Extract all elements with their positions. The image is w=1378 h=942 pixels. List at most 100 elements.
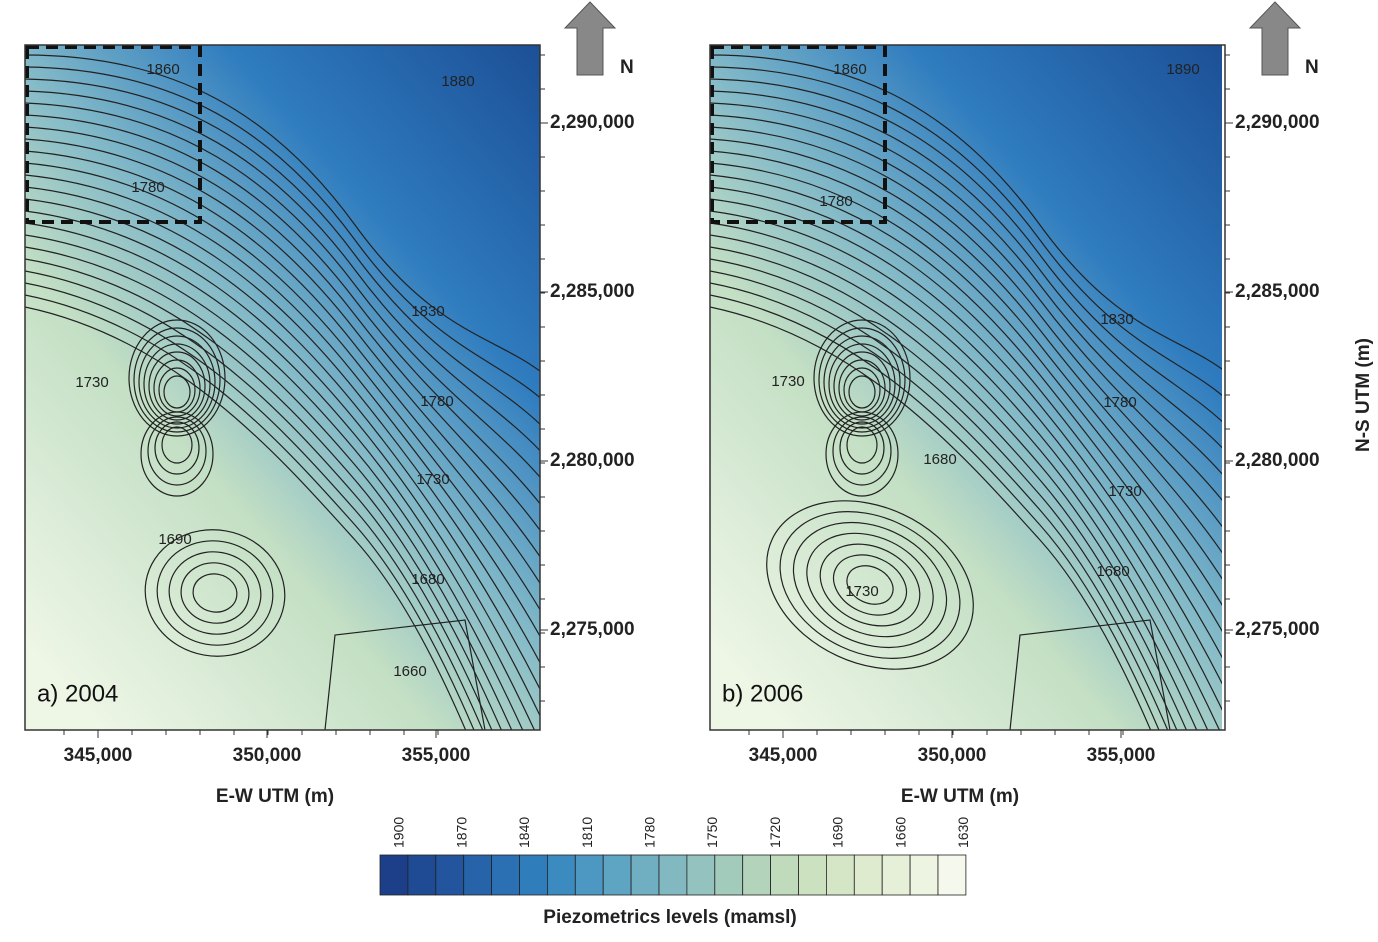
contour-line xyxy=(818,327,906,433)
contour-label: 1690 xyxy=(158,531,191,548)
map-frame xyxy=(709,44,1226,731)
colorbar-cell xyxy=(435,854,465,896)
contour-line xyxy=(710,294,1160,730)
contour-line xyxy=(25,270,493,730)
x-tick-label: 345,000 xyxy=(749,745,818,766)
contour-line xyxy=(766,500,974,670)
contour-line xyxy=(710,198,1222,685)
contour-line xyxy=(839,421,885,475)
study-area-box xyxy=(710,45,887,224)
map-panel: 1860 1890 1780 1830 1730 1780 1680 1730 1730 1680… xyxy=(709,1,1320,807)
contour-line xyxy=(710,90,1222,449)
x-axis-title: E-W UTM (m) xyxy=(901,786,1019,807)
contour-line xyxy=(143,343,211,425)
y-tick-label: 2,280,000 xyxy=(550,450,635,471)
y-tick-label: 2,285,000 xyxy=(550,281,635,302)
colorbar-tick-label: 1840 xyxy=(516,817,532,848)
contour-line xyxy=(163,375,191,409)
map-area xyxy=(710,45,1222,730)
x-tick-label: 355,000 xyxy=(1087,745,1156,766)
contour-line xyxy=(710,78,1222,423)
contour-line xyxy=(832,416,892,486)
colorbar-tick-label: 1780 xyxy=(642,817,658,848)
contour-line xyxy=(832,554,908,616)
contour-label: 1830 xyxy=(411,303,444,320)
panel-label: a) 2004 xyxy=(37,680,118,707)
contour-line xyxy=(25,162,540,611)
contour-line xyxy=(25,222,536,730)
contour-line xyxy=(25,66,540,399)
study-area-box xyxy=(25,45,202,224)
colorbar-cell xyxy=(602,854,632,896)
north-arrow xyxy=(563,1,617,76)
contour-line xyxy=(710,282,1169,730)
colorbar-cell xyxy=(658,854,688,896)
contour-line xyxy=(819,543,921,627)
contour-line xyxy=(192,573,238,613)
contour-label: 1660 xyxy=(393,663,426,680)
contour-line xyxy=(324,619,486,730)
contour-line xyxy=(156,540,274,646)
contour-label: 1730 xyxy=(1108,483,1141,500)
contour-label: 1730 xyxy=(845,583,878,600)
contour-label: 1730 xyxy=(416,471,449,488)
contour-line xyxy=(180,562,250,624)
contour-line xyxy=(806,532,934,638)
contour-line xyxy=(25,126,540,532)
legend: 1900 1870 1840 1810 1780 1750 1720 1690 1660 1630… xyxy=(379,817,971,928)
colorbar-cell xyxy=(853,854,883,896)
contour-line xyxy=(25,78,540,426)
colorbar-tick-label: 1690 xyxy=(830,817,846,848)
north-label: N xyxy=(620,57,634,78)
contour-line xyxy=(25,234,524,730)
contour-line xyxy=(154,421,200,475)
contour-line xyxy=(823,335,901,429)
contour-line xyxy=(846,565,894,605)
contour-line xyxy=(825,411,899,497)
contour-line xyxy=(25,306,467,730)
colorbar-cell xyxy=(742,854,772,896)
contour-label: 1890 xyxy=(1166,61,1199,78)
contour-line xyxy=(25,198,540,691)
contour-label: 1730 xyxy=(771,373,804,390)
colorbar-cell xyxy=(407,854,437,896)
y-tick-label: 2,275,000 xyxy=(550,619,635,640)
y-axis-title: N-S UTM (m) xyxy=(1353,338,1374,452)
contour-line xyxy=(813,319,911,437)
colorbar-tick-label: 1750 xyxy=(704,817,720,848)
contour-line xyxy=(25,294,475,730)
contour-line xyxy=(710,162,1222,606)
contour-line xyxy=(710,210,1222,711)
contour-line xyxy=(25,138,540,558)
contour-label: 1680 xyxy=(923,451,956,468)
contour-line xyxy=(1009,619,1171,730)
colorbar-cell xyxy=(547,854,576,896)
contour-line xyxy=(25,54,540,373)
contour-label: 1780 xyxy=(131,179,164,196)
contour-label: 1860 xyxy=(146,61,179,78)
contour-line xyxy=(25,186,540,664)
north-arrow xyxy=(1248,1,1302,76)
contour-line xyxy=(144,529,286,657)
contour-line xyxy=(710,126,1222,528)
contour-line xyxy=(710,186,1222,659)
contour-line xyxy=(779,511,961,659)
contour-line xyxy=(25,90,540,452)
contour-label: 1680 xyxy=(1096,563,1129,580)
contour-line xyxy=(128,319,226,437)
contour-line xyxy=(25,174,540,638)
colorbar-cell xyxy=(519,854,548,896)
contour-line xyxy=(25,258,503,730)
contour-line xyxy=(25,102,540,479)
panel-label: b) 2006 xyxy=(722,680,803,707)
colorbar-tick-label: 1660 xyxy=(892,817,908,848)
contour-label: 1680 xyxy=(411,571,444,588)
x-tick-label: 345,000 xyxy=(64,745,133,766)
colorbar-tick-label: 1630 xyxy=(955,817,971,848)
y-tick-label: 2,290,000 xyxy=(550,112,635,133)
y-tick-label: 2,285,000 xyxy=(1235,281,1320,302)
x-tick-label: 350,000 xyxy=(918,745,987,766)
y-tick-label: 2,290,000 xyxy=(1235,112,1320,133)
colorbar-cell xyxy=(937,854,967,896)
contour-line xyxy=(710,222,1221,730)
